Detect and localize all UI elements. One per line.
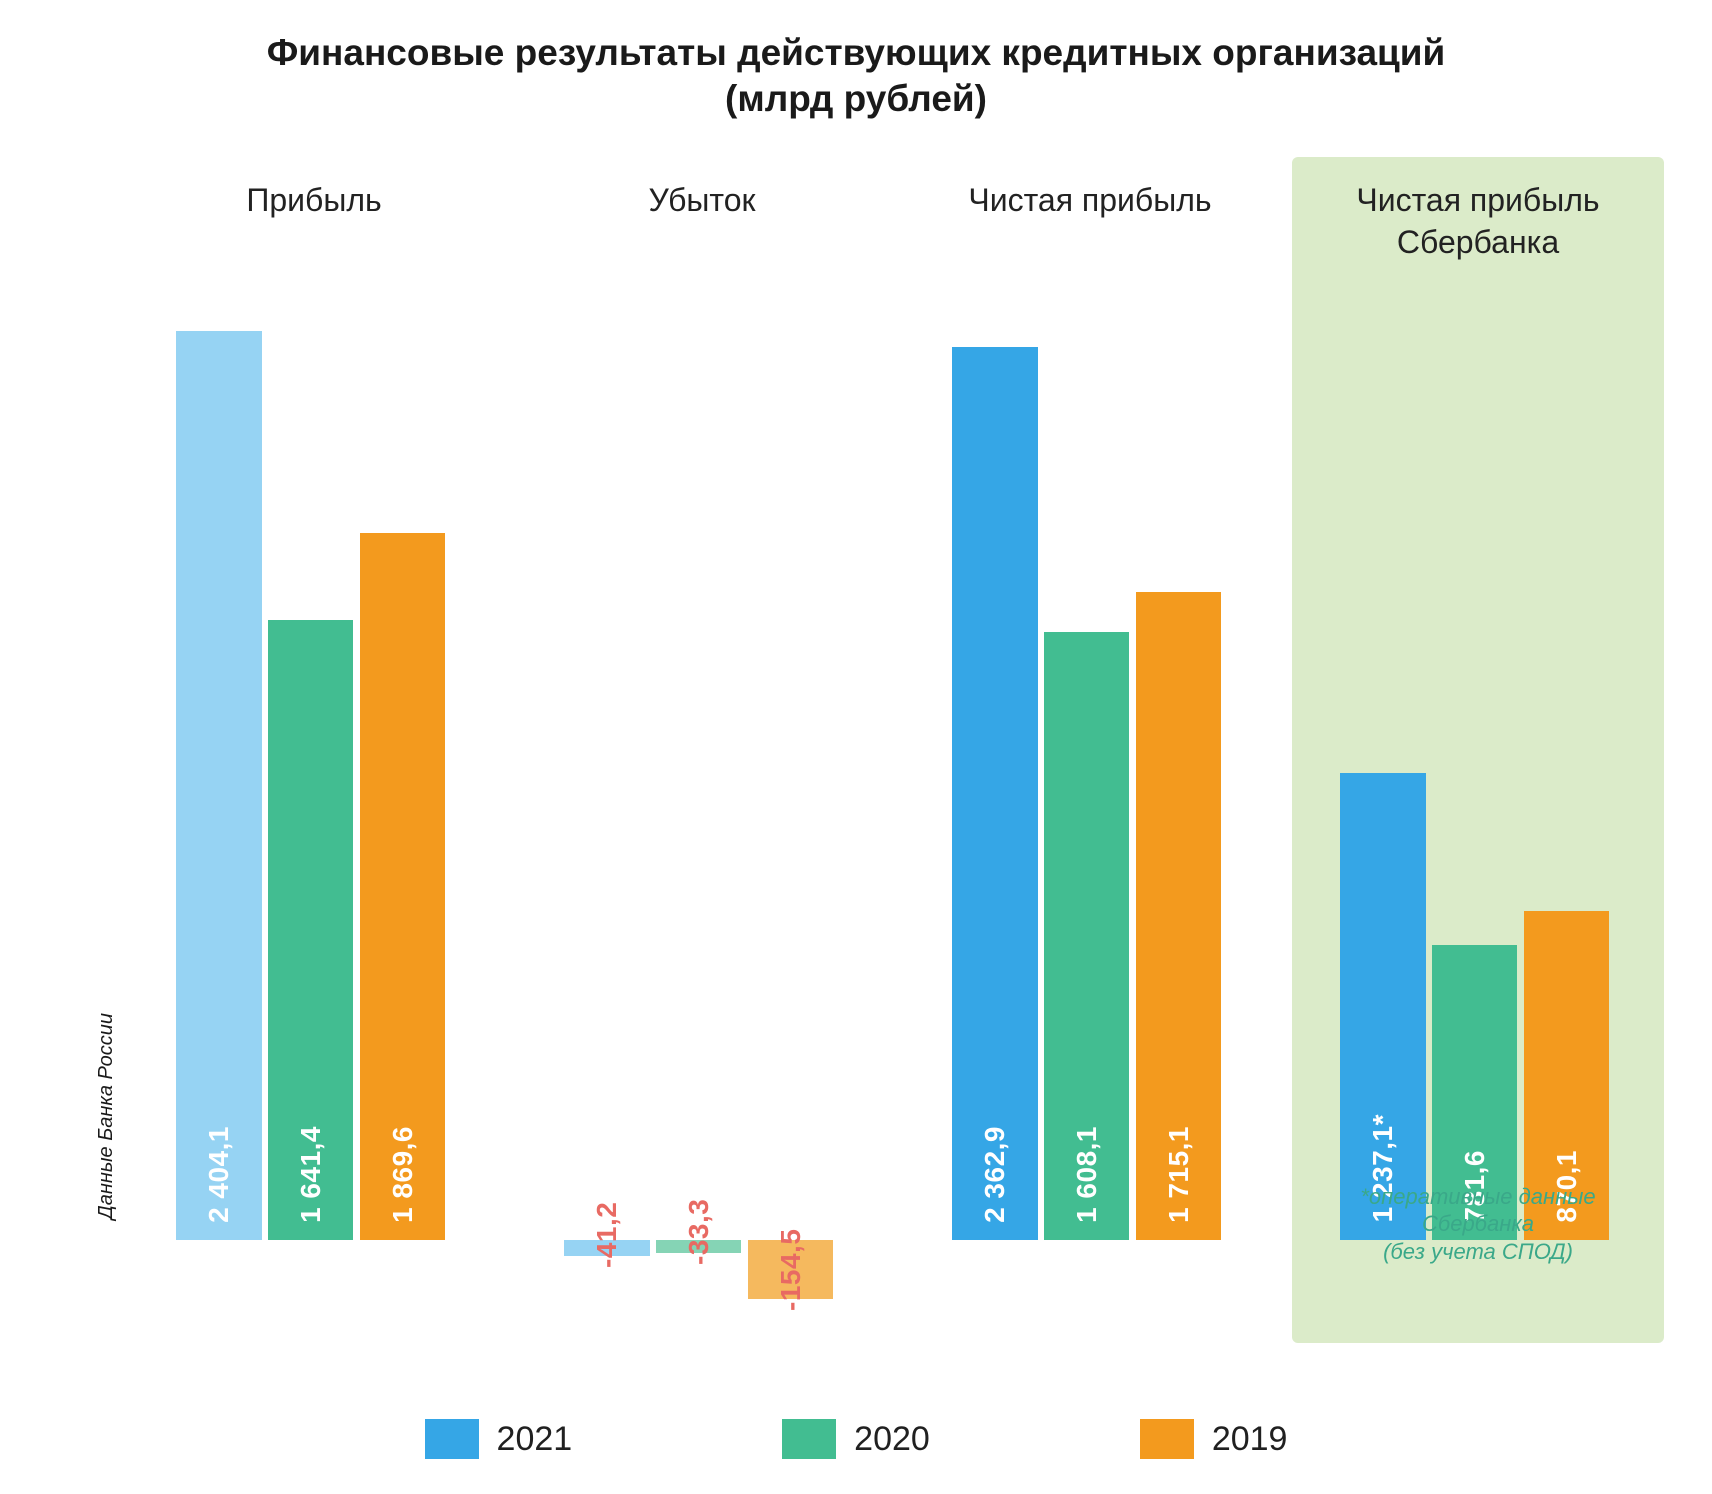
bar-value-0-2020: 1 641,4 [295,1126,327,1223]
panel-title-3: Чистая прибыль Сбербанка [1284,180,1672,263]
panel-0: Прибыль 2 404,1 1 641,4 1 869,6 [120,165,508,1335]
panel-title-2: Чистая прибыль [896,180,1284,222]
panel-plot-3: 1 237,1*781,6870,1 [1314,295,1642,1335]
legend-swatch-2020 [782,1419,836,1459]
panel-1: Убыток -41,2 -33,3 -154,5 [508,165,896,1335]
bar-value-2-2019: 1 715,1 [1163,1126,1195,1223]
panel-plot-0: 2 404,1 1 641,4 1 869,6 [150,295,478,1335]
bar-0-2020: 1 641,4 [268,620,353,1241]
legend-swatch-2021 [425,1419,479,1459]
legend-swatch-2019 [1140,1419,1194,1459]
bar-1-2021: -41,2 [564,1240,649,1256]
panel-title-0: Прибыль [120,180,508,222]
panel-3: Чистая прибыль Сбербанка 1 237,1*781,6870… [1284,165,1672,1335]
bar-2-2019: 1 715,1 [1136,592,1221,1241]
panel-footnote-3: *оперативные данные Сбербанка (без учета… [1304,1183,1652,1266]
bar-0-2019: 1 869,6 [360,533,445,1240]
bar-value-0-2019: 1 869,6 [387,1126,419,1223]
bar-2-2020: 1 608,1 [1044,632,1129,1240]
panel-2: Чистая прибыль 2 362,9 1 608,1 1 715,1 [896,165,1284,1335]
bar-value-0-2021: 2 404,1 [203,1126,235,1223]
bar-1-2020: -33,3 [656,1240,741,1253]
legend-label-2021: 2021 [497,1420,573,1459]
chart-root: Финансовые результаты действующих кредит… [0,0,1712,1494]
panels-row: Прибыль2 404,11 641,41 869,6Убыток-41,2-… [120,165,1672,1335]
panel-title-1: Убыток [508,180,896,222]
legend-label-2020: 2020 [854,1420,930,1459]
panel-plot-2: 2 362,9 1 608,1 1 715,1 [926,295,1254,1335]
bar-2-2021: 2 362,9 [952,347,1037,1241]
legend-label-2019: 2019 [1212,1420,1288,1459]
legend-item-2021: 2021 [425,1419,573,1459]
bar-3-2021: 1 237,1* [1340,773,1425,1241]
legend: 2021 2020 2019 [0,1419,1712,1459]
source-note: Данные Банка России [95,1013,118,1219]
bar-0-2021: 2 404,1 [176,331,261,1240]
legend-item-2020: 2020 [782,1419,930,1459]
bar-value-2-2021: 2 362,9 [979,1126,1011,1223]
chart-title: Финансовые результаты действующих кредит… [0,30,1712,123]
bar-value-2-2020: 1 608,1 [1071,1126,1103,1223]
bar-1-2019: -154,5 [748,1240,833,1298]
panel-plot-1: -41,2 -33,3 -154,5 [538,295,866,1335]
legend-item-2019: 2019 [1140,1419,1288,1459]
